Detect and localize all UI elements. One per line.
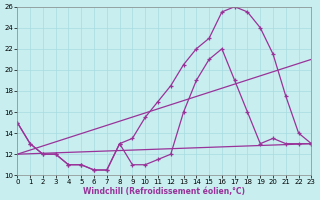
X-axis label: Windchill (Refroidissement éolien,°C): Windchill (Refroidissement éolien,°C) — [84, 187, 245, 196]
